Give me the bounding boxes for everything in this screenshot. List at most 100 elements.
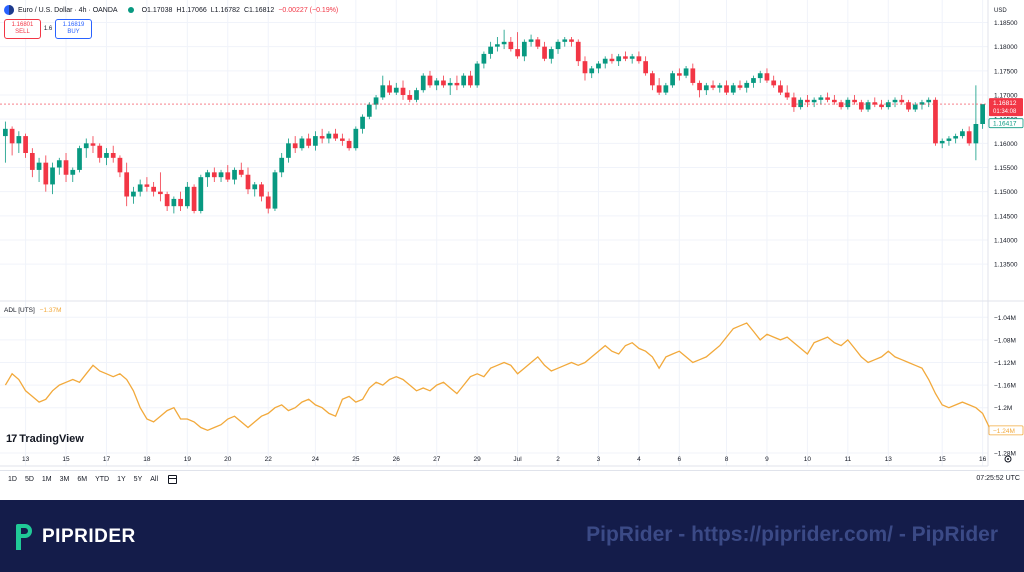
- candle: [818, 95, 824, 105]
- candle: [259, 182, 264, 202]
- time-tick-label: 10: [804, 456, 812, 463]
- piprider-watermark: PipRider - https://piprider.com/ - PipRi…: [586, 523, 998, 546]
- buy-price: 1.16819: [62, 22, 85, 28]
- adl-axis[interactable]: −1.04M −1.08M −1.12M −1.16M −1.2M −1.28M: [994, 315, 1016, 458]
- adl-indicator-legend[interactable]: ADL [UTS] −1.37M: [4, 307, 62, 314]
- range-1y[interactable]: 1Y: [117, 476, 126, 483]
- sell-button[interactable]: 1.16801 SELL: [4, 19, 41, 39]
- price-tick-label: 1.14000: [994, 238, 1018, 245]
- range-3m[interactable]: 3M: [59, 476, 70, 483]
- candle: [366, 102, 372, 120]
- candle: [643, 56, 649, 76]
- candle: [56, 157, 62, 175]
- buy-button[interactable]: 1.16819 BUY: [55, 19, 92, 39]
- candle: [778, 80, 783, 95]
- low-label: L: [210, 6, 215, 14]
- candle: [852, 95, 857, 105]
- time-tick-label: 19: [184, 456, 192, 463]
- candle: [730, 82, 736, 95]
- candle: [279, 153, 285, 178]
- candle: [953, 133, 959, 144]
- candle: [211, 167, 217, 182]
- candle: [602, 56, 608, 69]
- range-ytd[interactable]: YTD: [95, 476, 110, 483]
- candle: [454, 75, 460, 91]
- candle: [184, 182, 190, 209]
- candle: [333, 128, 338, 141]
- candle: [171, 196, 177, 214]
- candle: [676, 68, 682, 81]
- tradingview-logo[interactable]: 17 TradingView: [6, 433, 84, 445]
- candle: [23, 133, 28, 158]
- candle: [427, 70, 433, 88]
- candle: [9, 126, 15, 156]
- time-tick-label: 25: [352, 456, 360, 463]
- candle: [124, 162, 130, 207]
- time-tick-label: 3: [597, 456, 601, 463]
- candle: [764, 68, 770, 83]
- candle: [946, 136, 952, 146]
- candle: [43, 155, 49, 192]
- candle: [245, 167, 251, 195]
- piprider-p-icon: [14, 522, 36, 552]
- svg-text:−1.24M: −1.24M: [993, 428, 1015, 435]
- price-axis[interactable]: 1.185001.180001.175001.170001.165001.160…: [994, 20, 1018, 269]
- candle: [218, 169, 224, 182]
- candle: [272, 169, 278, 211]
- utc-clock[interactable]: 07:25:52 UTC: [976, 475, 1020, 482]
- tradingview-logo-text: TradingView: [19, 433, 84, 445]
- symbol-title[interactable]: Euro / U.S. Dollar · 4h · OANDA: [18, 6, 118, 14]
- piprider-logo: PIPRIDER: [14, 522, 136, 552]
- candle: [286, 138, 291, 163]
- candles-series: [3, 29, 985, 214]
- candle: [569, 37, 574, 47]
- time-tick-label: 24: [312, 456, 320, 463]
- candle: [90, 136, 96, 153]
- candle: [508, 37, 514, 52]
- candle: [63, 153, 69, 182]
- candle: [589, 66, 595, 79]
- price-tick-label: 1.15500: [994, 165, 1018, 172]
- candle: [353, 126, 359, 151]
- time-axis[interactable]: 13 15 17 18 19 20 22 24 25 26 27 29 Jul 2 3 4 6 8 9 10 11 13 1…: [22, 456, 987, 463]
- range-5y[interactable]: 5Y: [133, 476, 143, 483]
- time-tick-label: 20: [224, 456, 232, 463]
- range-1d[interactable]: 1D: [8, 476, 17, 483]
- range-all[interactable]: All: [150, 476, 159, 483]
- candle: [521, 39, 527, 62]
- candle: [933, 97, 938, 146]
- candle: [811, 97, 817, 108]
- price-tick-label: 1.16000: [994, 141, 1018, 148]
- sell-label: SELL: [15, 29, 30, 35]
- candle: [299, 136, 305, 151]
- currency-label[interactable]: USD: [994, 8, 1007, 14]
- candle: [771, 75, 777, 88]
- candle: [629, 53, 635, 64]
- candle: [872, 97, 878, 108]
- candle: [656, 78, 662, 95]
- candle: [441, 75, 446, 88]
- candle: [414, 87, 419, 103]
- secondary-price-label: 1.16417: [988, 118, 1024, 129]
- price-tick-label: 1.14500: [994, 213, 1018, 220]
- candle: [144, 177, 150, 192]
- chart-area[interactable]: 1.185001.180001.175001.170001.165001.160…: [0, 0, 1024, 500]
- price-tick-label: 1.18500: [994, 20, 1018, 27]
- market-open-icon: [127, 7, 134, 13]
- candle: [515, 32, 520, 59]
- candle: [966, 126, 972, 146]
- adl-last-value-label: −1.24M: [988, 425, 1024, 436]
- candle: [555, 39, 561, 54]
- range-5d[interactable]: 5D: [24, 476, 34, 483]
- calendar-icon[interactable]: [168, 475, 178, 484]
- time-tick-label: Jul: [513, 456, 522, 463]
- range-6m[interactable]: 6M: [77, 476, 88, 483]
- candle: [501, 29, 507, 50]
- adl-tick-label: −1.12M: [994, 360, 1016, 367]
- candle: [791, 92, 797, 112]
- range-1m[interactable]: 1M: [41, 476, 52, 483]
- candle: [238, 162, 244, 178]
- settings-icon[interactable]: [1004, 455, 1012, 463]
- candle: [393, 82, 399, 95]
- adl-tick-label: −1.16M: [994, 383, 1016, 390]
